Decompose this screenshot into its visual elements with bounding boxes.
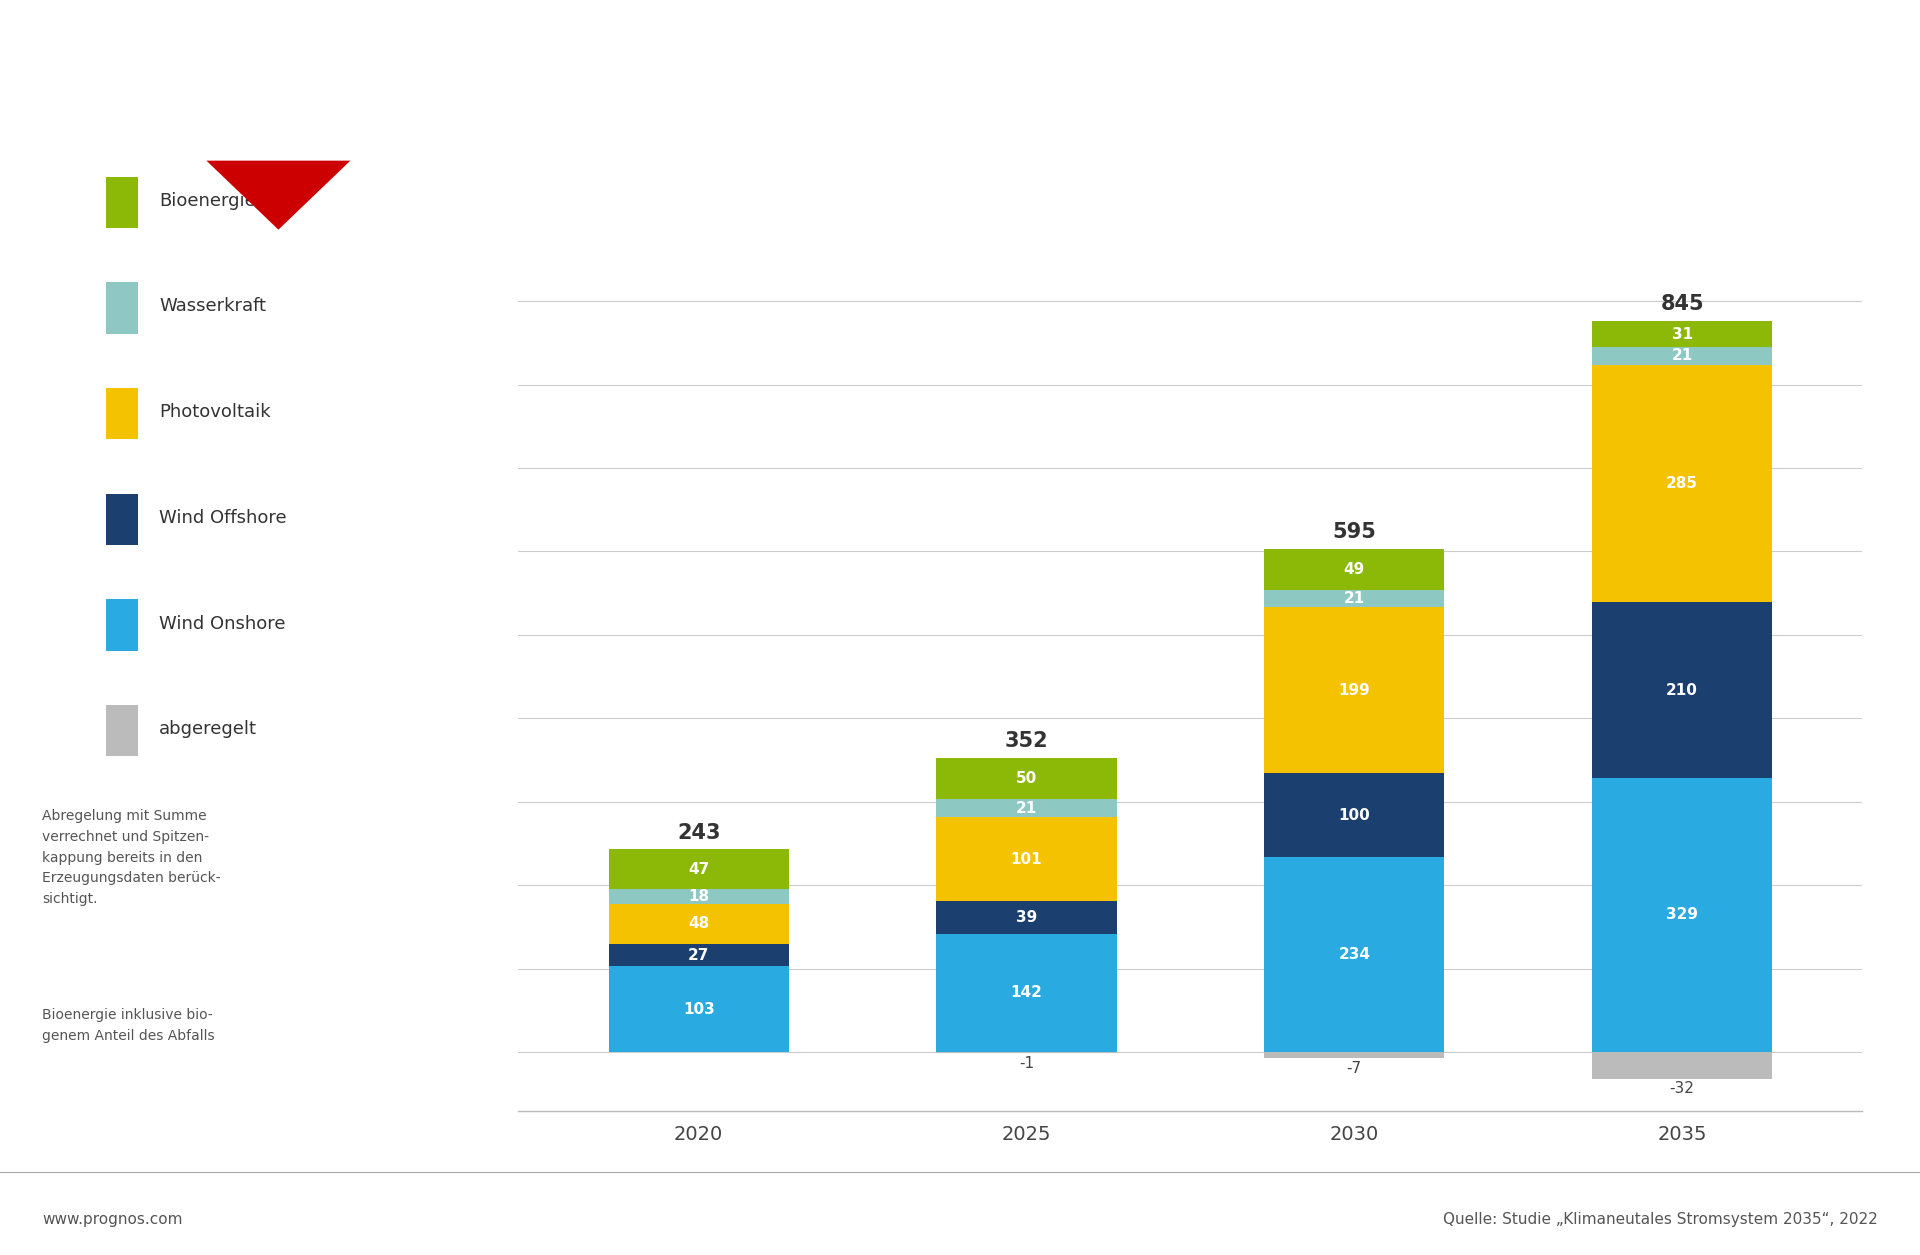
Text: /: / <box>1839 56 1859 104</box>
Text: Wasserkraft: Wasserkraft <box>159 297 267 315</box>
Bar <box>1263 857 1444 1052</box>
Text: 210: 210 <box>1667 683 1697 698</box>
Bar <box>609 966 789 1052</box>
Bar <box>1592 778 1772 1052</box>
Bar <box>1592 1052 1772 1079</box>
Bar <box>937 817 1117 901</box>
Bar <box>1592 346 1772 364</box>
Text: Wind Offshore: Wind Offshore <box>159 508 286 527</box>
Text: 21: 21 <box>1344 591 1365 606</box>
Bar <box>609 904 789 944</box>
Bar <box>1263 1052 1444 1058</box>
Text: Abregelung mit Summe
verrechnet und Spitzen-
kappung bereits in den
Erzeugungsda: Abregelung mit Summe verrechnet und Spit… <box>42 809 221 906</box>
Bar <box>106 282 138 334</box>
Text: Nettostromerzeugung in Terawattstunde (TWh): Nettostromerzeugung in Terawattstunde (T… <box>42 119 486 138</box>
Bar <box>1263 548 1444 590</box>
Text: 142: 142 <box>1010 985 1043 1000</box>
Text: -7: -7 <box>1346 1060 1361 1076</box>
Text: 101: 101 <box>1010 852 1043 866</box>
Text: abgeregelt: abgeregelt <box>159 720 257 738</box>
Bar <box>937 901 1117 934</box>
Text: 352: 352 <box>1004 730 1048 750</box>
Text: -1: -1 <box>1020 1055 1035 1071</box>
Bar <box>609 944 789 966</box>
Bar <box>1592 321 1772 346</box>
Bar <box>106 600 138 650</box>
Text: 845: 845 <box>1661 295 1703 315</box>
Text: 243: 243 <box>678 823 720 843</box>
Text: ERNEUERBARE ENERGIEN IN EINEM KLIMANEUTRALEN STROMSYSTEM: ERNEUERBARE ENERGIEN IN EINEM KLIMANEUTR… <box>42 51 968 75</box>
Text: 103: 103 <box>684 1001 714 1017</box>
Bar <box>937 758 1117 799</box>
Bar <box>106 705 138 757</box>
Bar <box>1263 773 1444 857</box>
Text: Quelle: Studie „Klimaneutales Stromsystem 2035“, 2022: Quelle: Studie „Klimaneutales Stromsyste… <box>1444 1212 1878 1226</box>
Bar <box>937 799 1117 817</box>
Text: 21: 21 <box>1016 801 1037 816</box>
Bar <box>609 889 789 904</box>
Text: 49: 49 <box>1344 562 1365 577</box>
Text: 18: 18 <box>687 889 708 904</box>
Text: -32: -32 <box>1670 1082 1695 1097</box>
Text: Bioenergie: Bioenergie <box>159 192 255 210</box>
Text: 234: 234 <box>1338 948 1371 963</box>
Text: 31: 31 <box>1672 326 1693 341</box>
Text: www.prognos.com: www.prognos.com <box>42 1212 182 1226</box>
Bar <box>937 934 1117 1052</box>
Bar <box>1263 590 1444 607</box>
Text: 47: 47 <box>687 861 708 876</box>
Bar <box>609 850 789 889</box>
Bar <box>1592 364 1772 602</box>
Bar <box>106 493 138 545</box>
Text: 595: 595 <box>1332 522 1377 542</box>
Text: Bioenergie inklusive bio-
genem Anteil des Abfalls: Bioenergie inklusive bio- genem Anteil d… <box>42 1008 215 1043</box>
Text: Wind Onshore: Wind Onshore <box>159 615 286 633</box>
Text: 39: 39 <box>1016 910 1037 925</box>
Text: prognos: prognos <box>1655 59 1847 102</box>
Text: 27: 27 <box>687 948 708 963</box>
Text: 21: 21 <box>1672 348 1693 363</box>
Bar <box>106 388 138 439</box>
Bar <box>106 177 138 228</box>
Text: 50: 50 <box>1016 771 1037 786</box>
Text: 285: 285 <box>1667 476 1697 491</box>
Bar <box>1263 607 1444 773</box>
Text: 48: 48 <box>687 916 708 931</box>
Bar <box>1592 602 1772 778</box>
Text: 100: 100 <box>1338 808 1371 823</box>
Text: Photovoltaik: Photovoltaik <box>159 403 271 422</box>
Text: 199: 199 <box>1338 683 1371 698</box>
Text: 329: 329 <box>1667 907 1697 922</box>
